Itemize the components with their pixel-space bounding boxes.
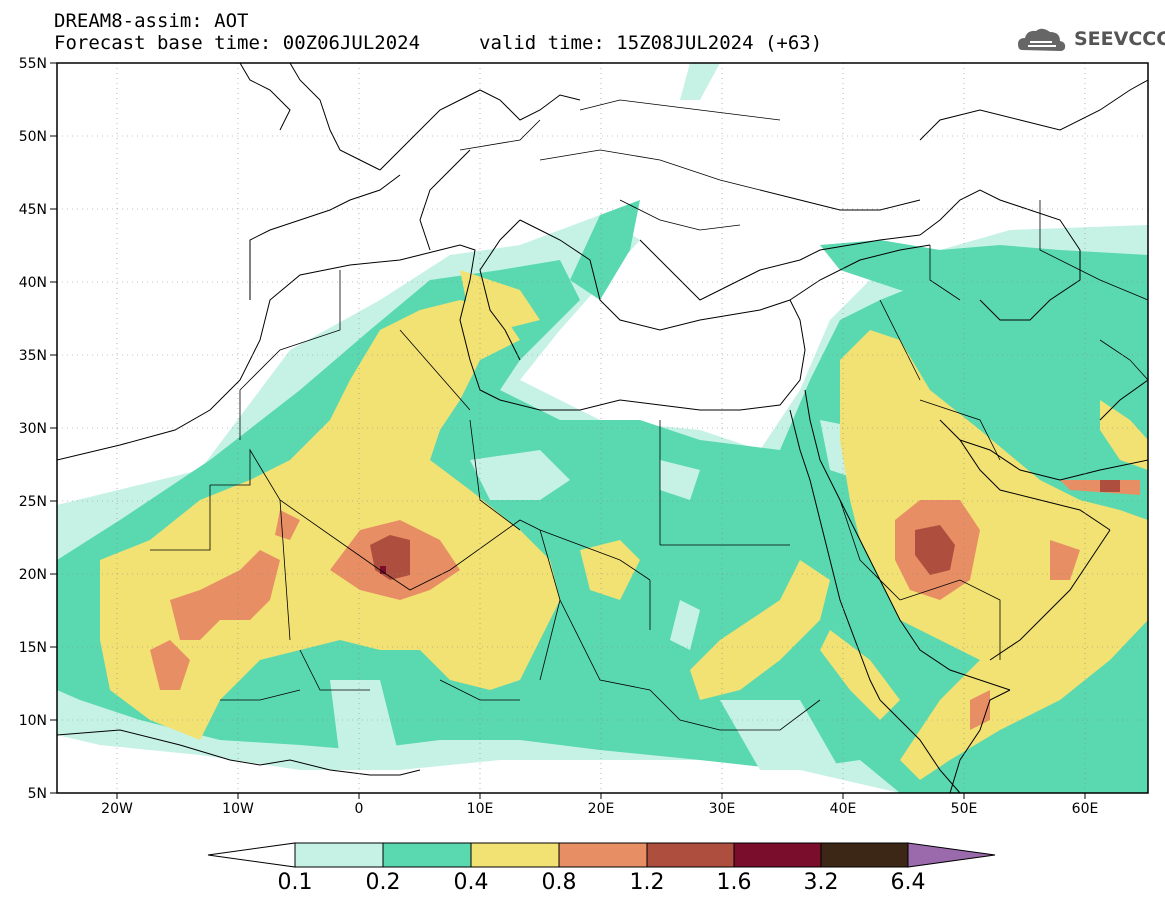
colorbar	[207, 842, 996, 868]
lat-label: 55N	[19, 56, 47, 72]
lat-label: 20N	[19, 567, 47, 583]
lat-label: 35N	[19, 348, 47, 364]
colorbar-swatch	[294, 842, 384, 868]
lon-label: 10W	[222, 801, 254, 817]
colorbar-label: 0.2	[365, 870, 401, 895]
lat-ticks	[50, 62, 57, 794]
lat-label: 50N	[19, 129, 47, 145]
lon-ticks	[116, 793, 1086, 799]
lon-label: 20E	[588, 801, 615, 817]
lon-label: 0	[355, 801, 364, 817]
lon-label: 40E	[830, 801, 857, 817]
lon-label: 60E	[1072, 801, 1099, 817]
lat-label: 30N	[19, 421, 47, 437]
forecast-base-time: Forecast base time: 00Z06JUL2024	[54, 32, 421, 54]
lat-label: 5N	[28, 786, 47, 802]
colorbar-swatch	[382, 842, 472, 868]
lon-label: 20W	[101, 801, 133, 817]
colorbar-label: 0.1	[277, 870, 313, 895]
colorbar-label: 1.2	[629, 870, 665, 895]
logo-text: SEEVCCC	[1074, 28, 1165, 50]
europe-coast	[239, 63, 1148, 321]
lon-axis: 20W 10W 0 10E 20E 30E 40E 50E 60E	[101, 801, 1098, 817]
aot-region-1-6	[380, 566, 386, 574]
colorbar-upper-arrow	[907, 842, 996, 868]
plot-title: DREAM8-assim: AOT	[54, 10, 249, 32]
valid-time: valid time: 15Z08JUL2024 (+63)	[479, 32, 823, 54]
colorbar-lower-arrow	[207, 842, 296, 868]
lon-label: 30E	[709, 801, 736, 817]
lat-label: 45N	[19, 202, 47, 218]
colorbar-swatch	[733, 842, 822, 868]
grid	[57, 63, 1148, 793]
lat-label: 15N	[19, 640, 47, 656]
lon-label: 50E	[951, 801, 978, 817]
aot-region-0-4	[100, 300, 560, 740]
colorbar-swatch	[820, 842, 909, 868]
aot-field	[57, 63, 1148, 793]
colorbar-label: 0.8	[541, 870, 577, 895]
colorbar-swatch	[646, 842, 735, 868]
lat-axis: 55N 50N 45N 40N 35N 30N 25N 20N 15N 10N …	[19, 56, 47, 802]
lat-label: 25N	[19, 494, 47, 510]
lat-label: 10N	[19, 713, 47, 729]
lon-label: 10E	[467, 801, 494, 817]
colorbar-swatch	[558, 842, 648, 868]
colorbar-label: 3.2	[803, 870, 839, 895]
cloud-icon	[1018, 28, 1066, 51]
colorbar-label: 1.6	[716, 870, 752, 895]
lat-label: 40N	[19, 275, 47, 291]
country-borders	[150, 99, 1148, 731]
colorbar-swatch	[470, 842, 560, 868]
colorbar-label: 0.4	[453, 870, 489, 895]
colorbar-label: 6.4	[890, 870, 926, 895]
